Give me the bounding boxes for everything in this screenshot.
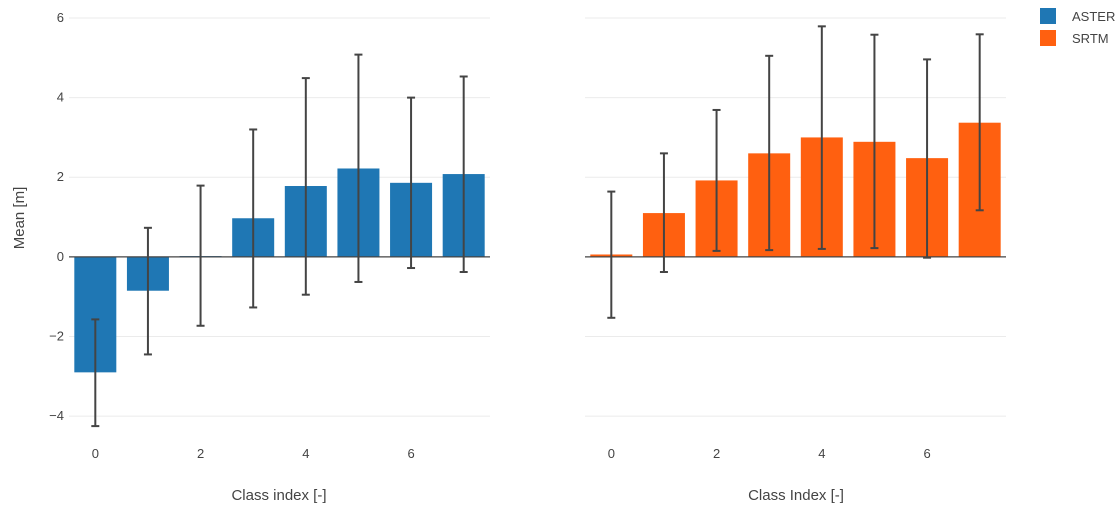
legend-item-aster[interactable]: ASTER <box>1040 8 1115 24</box>
left-error-bar-4 <box>301 77 310 296</box>
right-error-bar-0 <box>607 190 616 319</box>
right-x-tick-label: 2 <box>713 446 720 461</box>
left-error-bar-6 <box>407 96 416 270</box>
legend-swatch-aster <box>1040 8 1056 24</box>
right-x-tick-label: 6 <box>923 446 930 461</box>
right-error-bar-2 <box>712 108 721 252</box>
y-tick-label: 6 <box>57 10 64 25</box>
left-error-bar-1 <box>143 226 152 356</box>
right-error-bar-3 <box>765 54 774 252</box>
left-error-bar-0 <box>91 318 100 428</box>
right-x-axis-title: Class Index [-] <box>748 487 844 504</box>
legend: ASTER SRTM <box>1040 8 1115 46</box>
left-x-tick-label: 2 <box>197 446 204 461</box>
y-tick-label: 0 <box>57 249 64 264</box>
legend-label-srtm: SRTM <box>1072 31 1109 46</box>
legend-label-aster: ASTER <box>1072 9 1115 24</box>
legend-item-srtm[interactable]: SRTM <box>1040 30 1109 46</box>
right-error-bar-7 <box>975 33 984 212</box>
left-x-tick-label: 4 <box>302 446 309 461</box>
y-tick-label: 2 <box>57 169 64 184</box>
legend-swatch-srtm <box>1040 30 1056 46</box>
y-tick-label: −4 <box>49 408 64 423</box>
right-error-bar-4 <box>817 25 826 250</box>
y-tick-label: −2 <box>49 329 64 344</box>
right-x-tick-label: 4 <box>818 446 825 461</box>
y-tick-label: 4 <box>57 90 64 105</box>
left-error-bar-5 <box>354 53 363 283</box>
right-error-bar-5 <box>870 33 879 250</box>
left-x-tick-label: 6 <box>407 446 414 461</box>
left-x-tick-label: 0 <box>92 446 99 461</box>
right-x-tick-label: 0 <box>608 446 615 461</box>
right-panel: 0 2 4 6 <box>585 17 1006 461</box>
right-error-bar-1 <box>659 152 668 274</box>
left-x-axis-title: Class index [-] <box>231 487 326 504</box>
left-error-bar-7 <box>459 75 468 274</box>
left-error-bar-3 <box>249 128 258 309</box>
left-panel: −4 −2 0 2 4 6 0 2 4 6 <box>49 10 490 461</box>
y-axis-title: Mean [m] <box>11 187 28 250</box>
left-error-bar-2 <box>196 184 205 327</box>
right-error-bar-6 <box>923 58 932 259</box>
